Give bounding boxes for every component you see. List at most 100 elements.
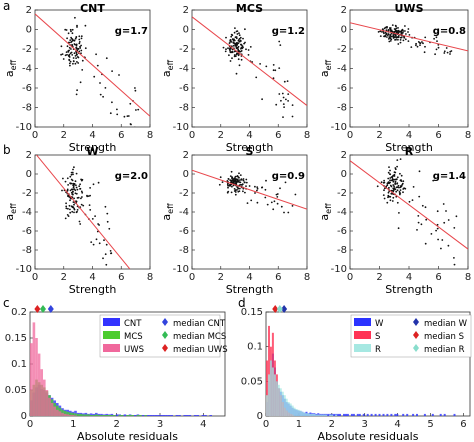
data-point	[419, 44, 421, 46]
data-point	[389, 199, 392, 202]
data-point	[270, 201, 273, 204]
y-tick-label: -10	[331, 122, 347, 133]
data-point	[432, 179, 435, 182]
data-point	[435, 229, 437, 232]
histogram-bar-mcs	[74, 413, 77, 416]
data-point	[90, 241, 93, 244]
data-point	[404, 187, 407, 190]
data-point	[399, 158, 402, 161]
histogram-bar-cnt	[183, 415, 186, 416]
data-point	[69, 64, 71, 67]
histogram-bar-w	[366, 413, 369, 416]
histogram-bar-cnt	[160, 415, 163, 416]
histogram-bar-mcs	[121, 415, 124, 416]
data-point	[238, 32, 240, 35]
histogram-bar-mcs	[118, 415, 121, 416]
legend-swatch	[103, 344, 120, 352]
data-point	[68, 62, 71, 65]
data-point	[75, 44, 78, 47]
data-point	[232, 184, 235, 187]
legend-median-marker	[413, 318, 419, 326]
histogram-bar-cnt	[193, 415, 197, 416]
data-point	[111, 70, 113, 72]
x-tick-label: 0	[27, 419, 33, 430]
x-tick-label: 4	[246, 272, 252, 283]
histogram-bar-r	[309, 413, 312, 416]
data-point	[434, 53, 436, 56]
histogram-bar-uws	[53, 406, 56, 416]
data-point	[78, 41, 81, 43]
data-point	[245, 48, 247, 51]
histogram-bar-cnt	[134, 415, 137, 416]
data-point	[443, 50, 446, 53]
data-point	[80, 35, 83, 38]
data-point	[228, 54, 230, 57]
histogram-bar-uws	[32, 322, 36, 416]
data-point	[66, 188, 69, 191]
y-tick-label: -6	[22, 83, 32, 94]
x-tick-label: 3	[362, 419, 368, 430]
y-axis-label: aeff	[3, 59, 18, 77]
y-tick-label: 0	[341, 169, 347, 180]
x-tick-label: 2	[376, 130, 382, 141]
data-point	[230, 170, 233, 173]
data-point	[242, 178, 245, 180]
histogram-bar-mcs	[139, 415, 142, 416]
data-point	[84, 24, 87, 27]
data-point	[418, 195, 421, 198]
data-point	[279, 187, 281, 190]
histogram-bar-r	[329, 414, 332, 416]
data-point	[73, 39, 76, 42]
y-tick-label: 0	[341, 25, 347, 36]
fit-line	[192, 16, 307, 106]
data-point	[75, 54, 78, 56]
histogram-bar-mcs	[102, 415, 106, 416]
data-point	[75, 57, 77, 59]
y-tick-label: 0	[257, 411, 263, 422]
data-point	[395, 36, 398, 39]
data-point	[391, 200, 394, 202]
data-point	[385, 32, 388, 35]
x-tick-label: 4	[246, 130, 252, 141]
data-point	[278, 67, 281, 69]
data-point	[68, 56, 71, 58]
data-point	[80, 190, 83, 193]
data-point	[386, 34, 389, 36]
y-tick-label: -8	[179, 103, 189, 114]
data-point	[69, 211, 72, 214]
data-point	[231, 185, 233, 188]
data-point	[396, 186, 399, 189]
data-point	[65, 205, 68, 208]
histogram-bar-r	[311, 413, 314, 416]
data-point	[386, 36, 388, 38]
data-point	[445, 47, 448, 49]
data-point	[72, 168, 74, 171]
data-point	[239, 174, 242, 177]
panel-letter-d: d	[238, 296, 246, 310]
data-point	[79, 45, 81, 48]
data-point	[230, 191, 233, 194]
legend-swatch	[354, 318, 371, 326]
data-point	[278, 93, 281, 95]
data-point	[235, 181, 238, 184]
data-point	[453, 263, 456, 266]
y-tick-label: -8	[22, 103, 32, 114]
data-point	[390, 176, 393, 178]
y-tick-label: -6	[179, 226, 189, 237]
histogram-bar-uws	[63, 413, 67, 416]
histogram-bar-w	[382, 413, 385, 416]
histogram-bar-uws	[61, 412, 64, 416]
data-point	[71, 171, 74, 174]
data-point	[76, 197, 79, 199]
histogram-bar-mcs	[89, 415, 93, 416]
panel-title: S	[246, 145, 254, 158]
data-point	[69, 60, 72, 63]
data-point	[81, 59, 84, 62]
data-point	[392, 189, 395, 192]
histogram-bar-r	[301, 411, 304, 416]
histogram-bar-r	[287, 402, 290, 416]
data-point	[66, 214, 69, 216]
data-point	[78, 185, 81, 188]
data-point	[259, 63, 261, 65]
histogram-bar-w	[439, 413, 442, 416]
